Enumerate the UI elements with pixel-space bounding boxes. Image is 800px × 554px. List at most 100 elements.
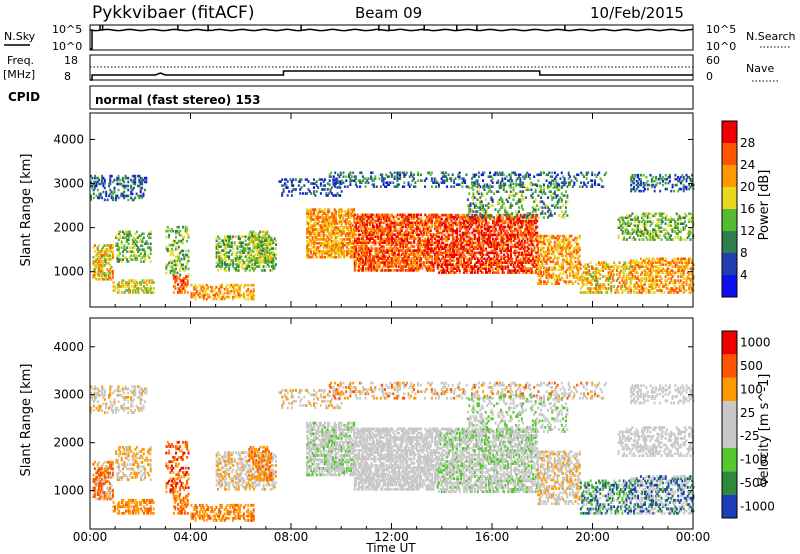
range-time-cell	[138, 234, 141, 238]
range-time-cell	[358, 269, 360, 272]
range-time-cell	[165, 271, 168, 275]
range-time-cell	[267, 240, 270, 244]
range-time-cell	[183, 235, 186, 239]
range-time-cell	[239, 251, 242, 254]
range-time-cell	[414, 261, 417, 264]
range-time-cell	[471, 231, 474, 235]
range-time-cell	[387, 261, 389, 264]
range-time-cell	[378, 177, 381, 180]
range-time-cell	[471, 241, 474, 245]
range-time-cell	[501, 179, 504, 182]
range-time-cell	[182, 235, 184, 239]
range-time-cell	[134, 254, 137, 257]
range-time-cell	[335, 232, 338, 235]
range-time-cell	[319, 184, 322, 187]
range-time-cell	[133, 252, 136, 255]
range-time-cell	[427, 253, 430, 256]
range-time-cell	[447, 225, 450, 229]
range-time-cell	[480, 271, 483, 274]
range-time-cell	[402, 233, 405, 236]
range-time-cell	[494, 243, 497, 247]
range-time-cell	[434, 223, 436, 227]
range-time-cell	[638, 177, 641, 181]
range-time-cell	[416, 265, 418, 268]
range-time-cell	[326, 242, 329, 245]
range-time-cell	[329, 238, 332, 241]
range-time-cell	[370, 171, 373, 175]
range-time-cell	[215, 247, 218, 250]
range-time-cell	[474, 217, 476, 221]
range-time-cell	[355, 265, 358, 268]
range-time-cell	[258, 263, 261, 266]
range-time-cell	[403, 233, 406, 236]
range-time-cell	[165, 265, 168, 269]
range-time-cell	[267, 242, 270, 246]
range-time-cell	[124, 240, 127, 244]
range-time-cell	[366, 219, 369, 223]
range-time-cell	[446, 213, 449, 217]
range-time-cell	[237, 235, 240, 238]
range-time-cell	[498, 171, 501, 175]
range-time-cell	[236, 289, 239, 293]
range-time-cell	[639, 189, 642, 193]
range-time-cell	[417, 227, 420, 231]
range-time-cell	[475, 213, 478, 217]
range-time-cell	[460, 263, 463, 266]
range-time-cell	[442, 267, 445, 270]
range-time-cell	[471, 221, 474, 225]
range-time-cell	[445, 221, 447, 225]
range-time-cell	[460, 247, 463, 251]
range-time-cell	[468, 267, 471, 270]
range-time-cell	[487, 237, 490, 241]
range-time-cell	[319, 244, 322, 247]
range-time-cell	[382, 247, 385, 250]
range-time-cell	[425, 255, 428, 258]
range-time-cell	[375, 263, 378, 266]
range-time-cell	[93, 268, 96, 271]
range-time-cell	[247, 289, 250, 293]
range-time-cell	[272, 247, 275, 250]
range-time-cell	[653, 185, 656, 189]
range-time-cell	[375, 225, 378, 229]
range-time-cell	[424, 229, 427, 233]
range-time-cell	[397, 173, 400, 177]
range-time-cell	[249, 234, 252, 238]
range-time-cell	[194, 287, 197, 291]
range-time-cell	[342, 238, 344, 241]
range-time-cell	[140, 258, 142, 261]
range-time-cell	[411, 231, 414, 234]
range-time-cell	[339, 171, 342, 175]
range-time-cell	[381, 179, 384, 182]
range-time-cell	[223, 261, 226, 264]
range-time-cell	[389, 171, 392, 175]
range-time-cell	[241, 293, 244, 297]
range-time-cell	[420, 251, 423, 254]
range-time-cell	[378, 221, 381, 225]
range-time-cell	[456, 237, 459, 241]
range-time-cell	[240, 259, 243, 262]
range-time-cell	[420, 265, 423, 268]
range-time-cell	[485, 267, 488, 270]
range-time-cell	[436, 241, 439, 244]
range-time-cell	[109, 188, 112, 192]
range-time-cell	[602, 185, 605, 188]
range-time-cell	[451, 173, 454, 177]
range-time-cell	[364, 223, 367, 227]
range-time-cell	[471, 177, 473, 180]
range-time-cell	[685, 173, 688, 177]
range-time-cell	[343, 214, 346, 217]
range-time-cell	[99, 272, 102, 275]
range-time-cell	[458, 251, 461, 255]
range-time-cell	[404, 235, 407, 238]
range-time-cell	[497, 217, 500, 221]
range-time-cell	[218, 265, 221, 268]
range-time-cell	[300, 178, 303, 181]
range-time-cell	[373, 255, 376, 258]
range-time-cell	[522, 265, 525, 268]
range-time-cell	[496, 243, 499, 247]
range-time-cell	[209, 289, 212, 293]
range-time-cell	[461, 251, 464, 255]
range-time-cell	[253, 232, 256, 236]
range-time-cell	[119, 230, 122, 234]
range-time-cell	[266, 258, 269, 261]
